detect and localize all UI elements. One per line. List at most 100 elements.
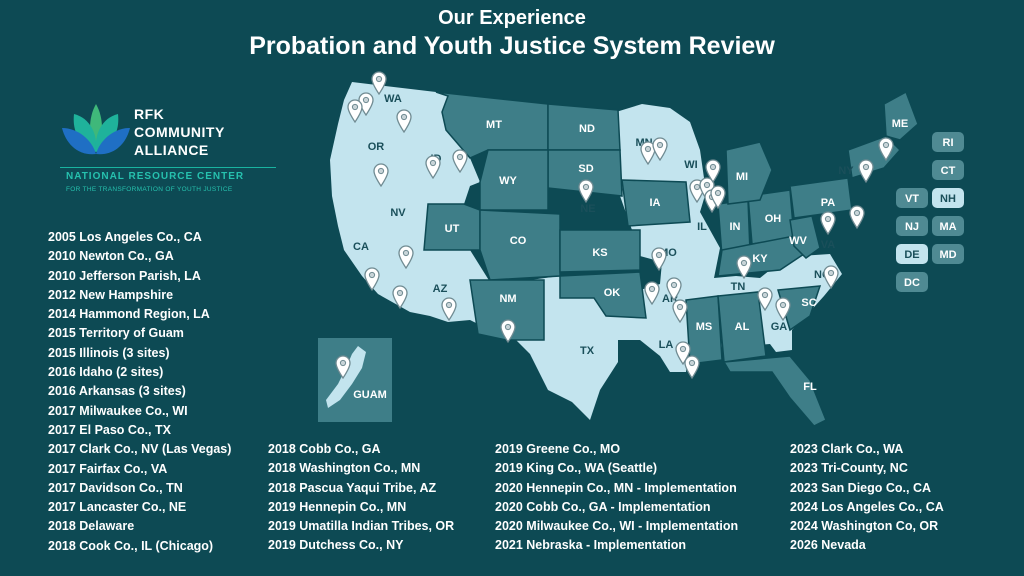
state-label-sd: SD [578, 163, 593, 175]
site-entry: 2020 Milwaukee Co., WI - Implementation [495, 519, 739, 534]
site-entry: 2020 Cobb Co., GA - Implementation [495, 499, 711, 514]
state-label-mt: MT [486, 119, 502, 131]
map-pin-icon [644, 281, 660, 306]
state-ME [883, 90, 919, 141]
map-pin-icon [500, 319, 516, 344]
site-entry: 2024 Los Angeles Co., CA [790, 499, 944, 514]
state-label-ne: NE [580, 203, 595, 215]
site-entry: 2026 Nevada [790, 538, 866, 553]
site-entry: 2019 Greene Co., MO [495, 442, 621, 456]
northeast-boxes: RI CT VT NH NJ MA DE MD DC [896, 132, 964, 292]
box-nj: NJ [905, 221, 919, 233]
map-pin-icon [684, 355, 700, 380]
site-entry: 2018 Washington Co., MN [268, 461, 421, 476]
state-label-wi: WI [684, 159, 697, 171]
sites-column-1: 2005 Los Angeles Co., CA 2010 Newton Co.,… [48, 228, 231, 556]
map-pin-icon [652, 137, 668, 162]
site-entry: 2016 Idaho (2 sites) [48, 365, 164, 380]
site-entry: 2021 Nebraska - Implementation [495, 538, 687, 553]
state-label-ia: IA [650, 197, 661, 209]
map-pin-icon [736, 255, 752, 280]
map-pin-icon [858, 159, 874, 184]
map-pin-icon [425, 155, 441, 180]
site-entry: 2019 Hennepin Co., MN [268, 499, 407, 514]
site-entry: 2018 Cobb Co., GA [268, 442, 381, 456]
slide-title: Probation and Youth Justice System Revie… [249, 32, 775, 60]
state-label-tn: TN [731, 281, 746, 293]
map-pin-icon [578, 179, 594, 204]
state-FL [722, 355, 827, 427]
title-block: Our Experience Probation and Youth Justi… [0, 6, 1024, 62]
map-pin-icon [651, 247, 667, 272]
map-pin-icon [452, 149, 468, 174]
state-label-nv: NV [390, 207, 406, 219]
state-label-az: AZ [433, 283, 448, 295]
site-entry: 2023 Clark Co., WA [790, 442, 904, 456]
map-pin-icon [373, 163, 389, 188]
map-pin-icon [441, 297, 457, 322]
state-label-va: VA [821, 239, 836, 251]
site-entry: 2005 Los Angeles Co., CA [48, 230, 202, 244]
sites-column-3: 2019 Greene Co., MO 2019 King Co., WA (Se… [495, 440, 738, 556]
map-pin-icon [820, 211, 836, 236]
state-label-tx: TX [580, 345, 595, 357]
guam-label: GUAM [353, 389, 387, 401]
state-label-ga: GA [771, 321, 788, 333]
state-label-pa: PA [821, 197, 836, 209]
map-pin-icon [335, 355, 351, 380]
site-entry: 2017 Milwaukee Co., WI [48, 403, 188, 418]
logo-line-2: COMMUNITY [134, 124, 225, 140]
site-entry: 2023 San Diego Co., CA [790, 480, 932, 495]
guam-inset: GUAM [318, 338, 392, 422]
map-pin-icon [640, 141, 656, 166]
box-nh: NH [940, 193, 956, 205]
state-label-co: CO [510, 235, 527, 247]
state-SC [777, 285, 822, 332]
box-ma: MA [939, 221, 956, 233]
state-label-ms: MS [696, 321, 713, 333]
state-label-sc: SC [801, 297, 816, 309]
box-ri: RI [943, 137, 954, 149]
state-label-in: IN [730, 221, 741, 233]
map-pin-icon [396, 109, 412, 134]
site-entry: 2019 Umatilla Indian Tribes, OR [268, 519, 455, 534]
state-label-ut: UT [445, 223, 460, 235]
state-label-il: IL [697, 221, 707, 233]
site-entry: 2017 Fairfax Co., VA [48, 461, 168, 476]
state-OK [559, 271, 647, 319]
site-pins [335, 71, 894, 380]
logo-line-1: RFK [134, 106, 165, 122]
state-label-ca: CA [353, 241, 369, 253]
site-entry: 2017 Clark Co., NV (Las Vegas) [48, 442, 232, 457]
sites-column-2: 2018 Cobb Co., GA 2018 Washington Co., MN… [268, 440, 454, 556]
state-MI [725, 141, 773, 205]
map-pin-icon [358, 92, 374, 117]
site-entry: 2020 Hennepin Co., MN - Implementation [495, 480, 737, 495]
state-label-wa: WA [384, 93, 402, 105]
state-NM [469, 279, 545, 341]
logo-line-3: ALLIANCE [134, 142, 209, 158]
site-entry: 2012 New Hampshire [48, 287, 174, 302]
map-pin-icon [775, 297, 791, 322]
state-CO [479, 209, 561, 281]
state-label-ny: NY [838, 165, 854, 177]
map-pin-icon [364, 267, 380, 292]
box-dc: DC [904, 277, 920, 289]
map-pin-icon [392, 285, 408, 310]
map-pin-icon [672, 299, 688, 324]
map-pin-icon [675, 341, 691, 366]
map-pin-icon [757, 287, 773, 312]
lotus-icon [62, 104, 130, 155]
site-entry: 2010 Jefferson Parish, LA [48, 268, 201, 283]
logo-tagline: FOR THE TRANSFORMATION OF YOUTH JUSTICE [66, 186, 233, 193]
state-label-wy: WY [499, 175, 517, 187]
state-MS [685, 295, 723, 365]
site-entry: 2024 Washington Co, OR [790, 519, 939, 534]
site-entry: 2016 Arkansas (3 sites) [48, 384, 186, 399]
site-entry: 2017 El Paso Co., TX [48, 422, 171, 437]
site-entry: 2015 Illinois (3 sites) [48, 345, 170, 360]
site-entry: 2017 Lancaster Co., NE [48, 500, 187, 515]
map-pin-icon [823, 265, 839, 290]
state-label-or: OR [368, 141, 385, 153]
site-entry: 2023 Tri-County, NC [790, 461, 908, 476]
